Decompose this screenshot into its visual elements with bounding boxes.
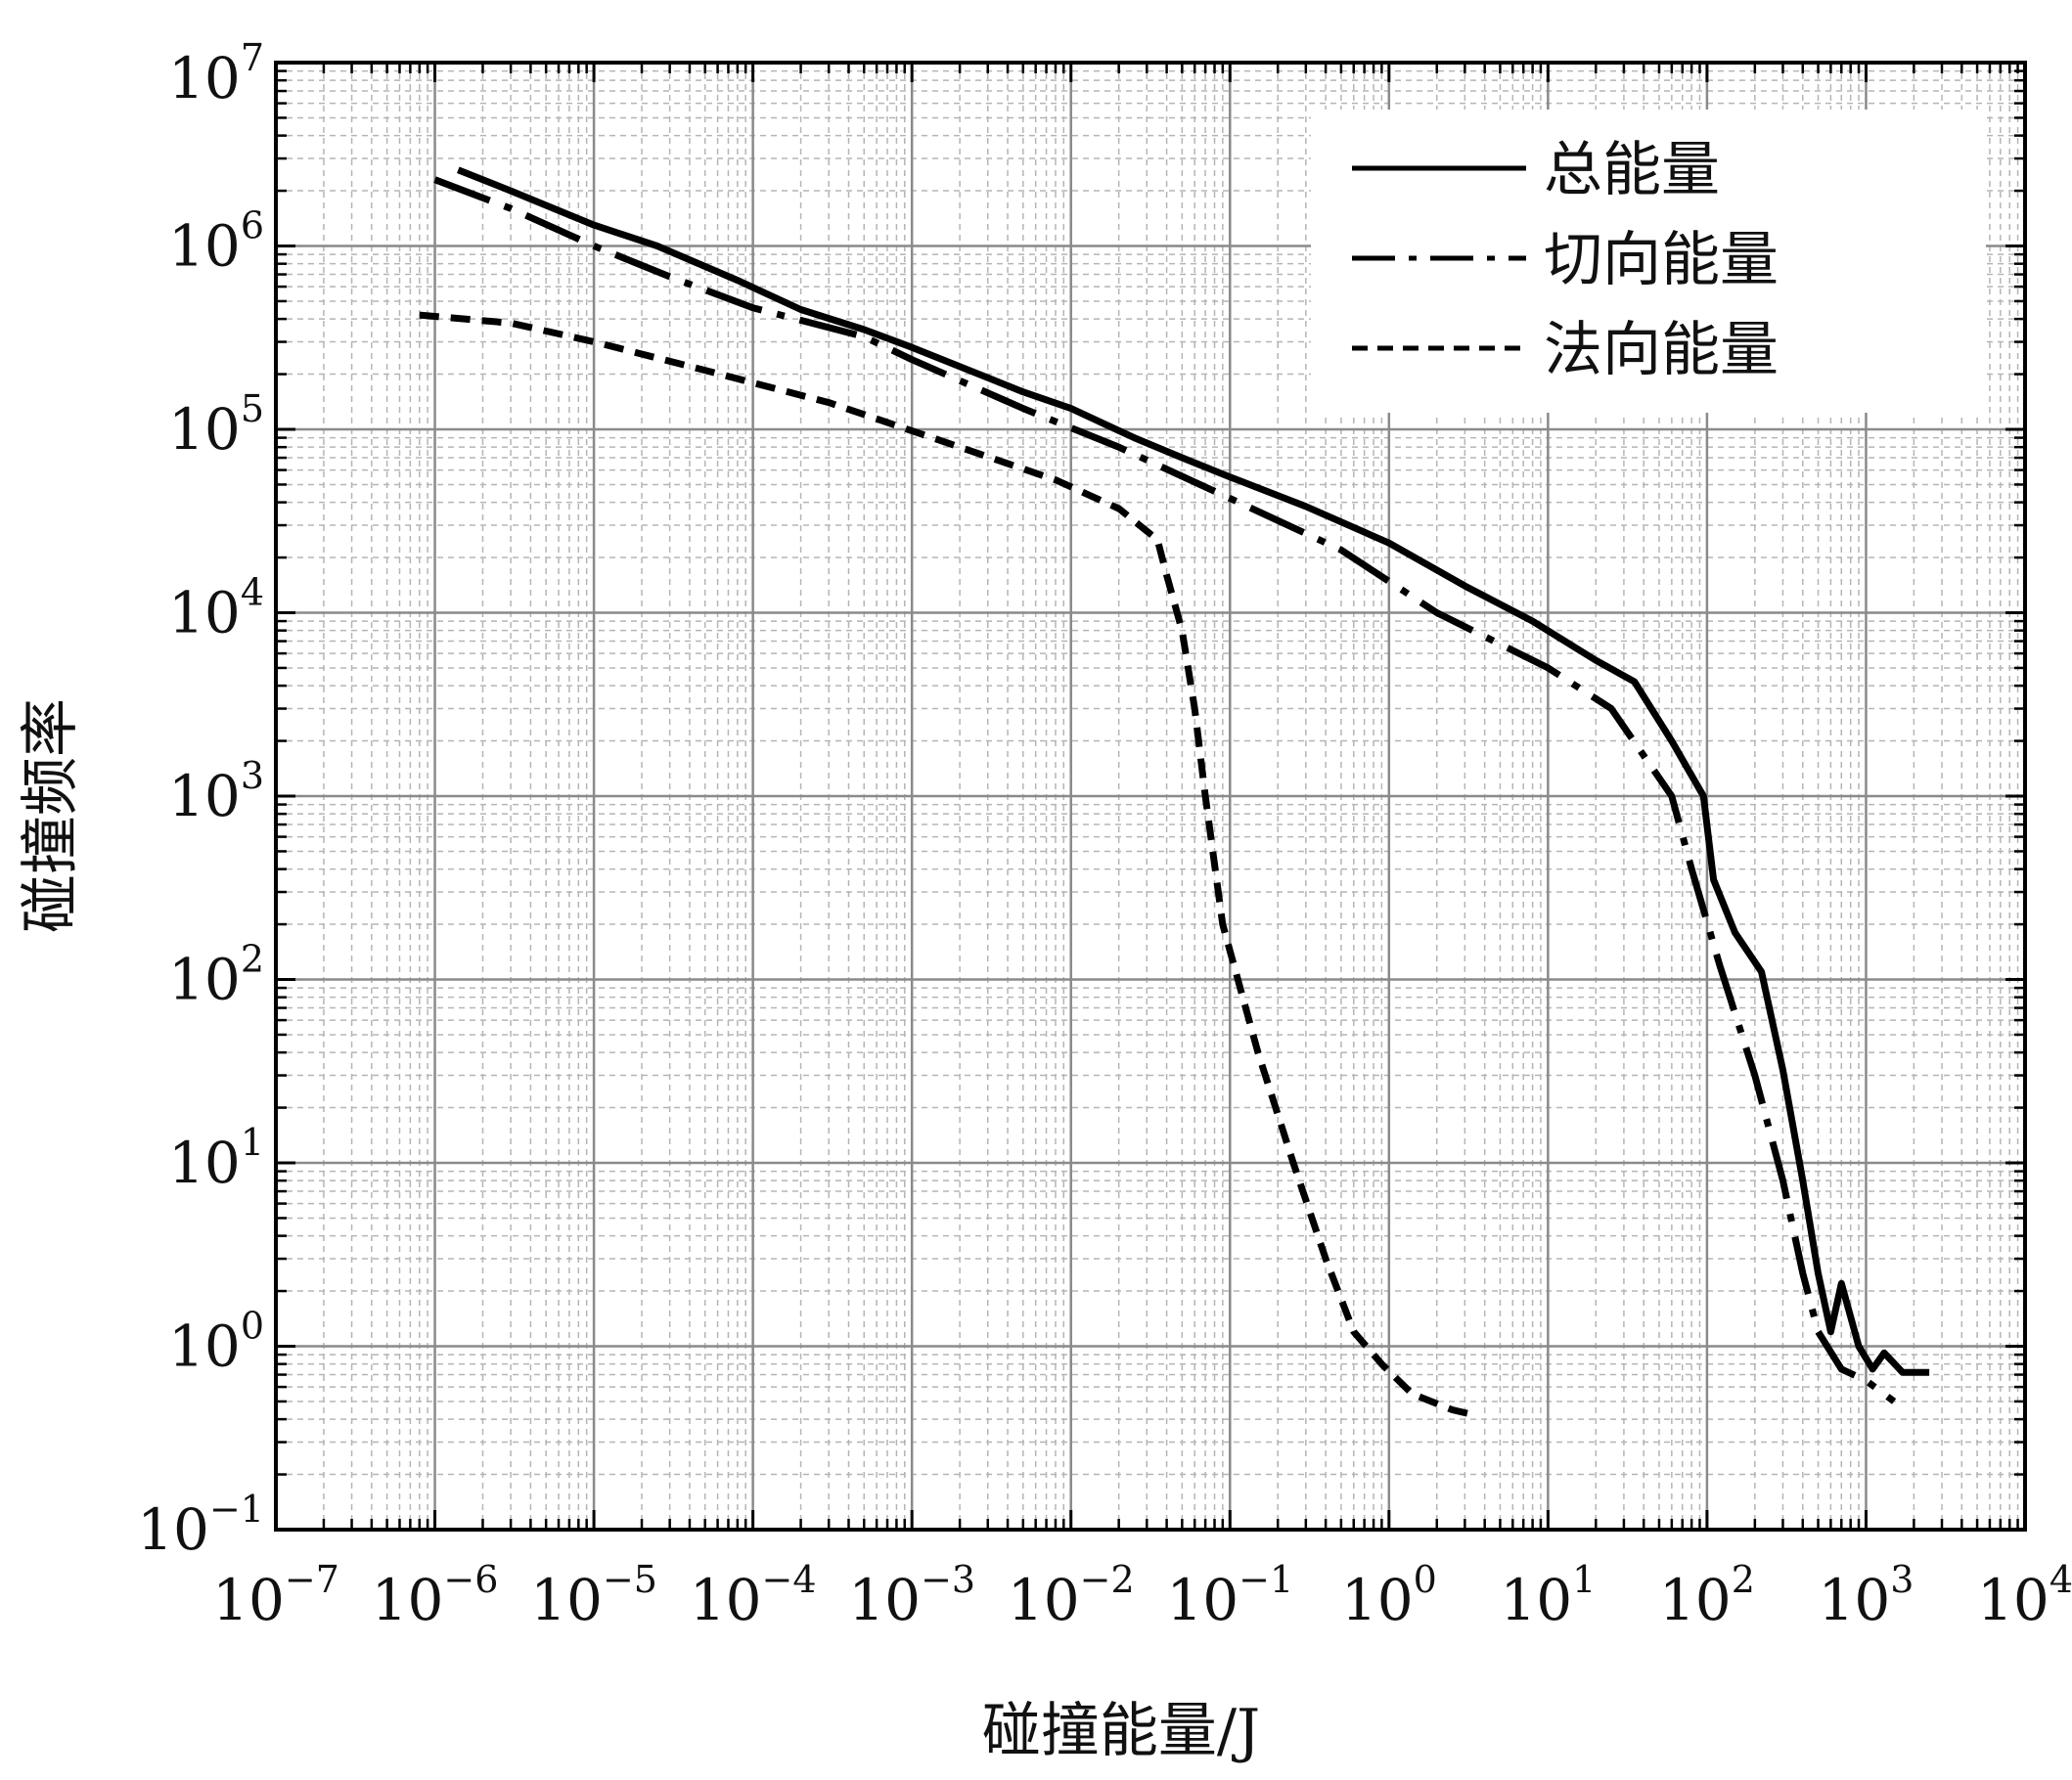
- x-tick-label: 10−4: [690, 1558, 817, 1633]
- plot-frame: [274, 61, 2027, 1532]
- legend-label: 切向能量: [1544, 226, 1779, 294]
- x-tick-label: 10−3: [848, 1558, 975, 1633]
- x-tick-label: 101: [1500, 1558, 1596, 1633]
- series-line-1: [457, 166, 1930, 1376]
- x-tick-label: 103: [1818, 1558, 1914, 1633]
- y-tick-label: 100: [168, 1305, 264, 1380]
- y-tick-label: 102: [168, 938, 264, 1013]
- y-tick-labels: 10−1 100 101 102 103 104 105 106 107: [137, 36, 264, 1563]
- x-tick-label: 10−7: [212, 1558, 339, 1633]
- legend-label: 法向能量: [1544, 316, 1779, 384]
- x-tick-label: 102: [1659, 1558, 1755, 1633]
- y-tick-label: 10−1: [137, 1488, 264, 1563]
- series-line-3: [419, 311, 1477, 1419]
- x-tick-label: 10−6: [372, 1558, 499, 1633]
- y-tick-label: 103: [168, 754, 264, 829]
- x-tick-label: 10−5: [530, 1558, 657, 1633]
- x-tick-label: 10−1: [1166, 1558, 1293, 1633]
- y-tick-label: 106: [168, 204, 264, 280]
- x-axis-label: 碰撞能量/J: [982, 1697, 1260, 1765]
- y-tick-label: 104: [168, 571, 264, 646]
- series-line-2: [433, 176, 1897, 1404]
- legend-label: 总能量: [1544, 136, 1720, 204]
- legend-box: [1311, 110, 1986, 413]
- x-tick-label: 100: [1341, 1558, 1437, 1633]
- y-tick-label: 101: [168, 1121, 264, 1196]
- y-tick-label: 107: [168, 36, 264, 111]
- x-tick-labels: 10−7 10−6 10−5 10−4 10−3 10−2 10−1 100 101 102 103…: [212, 1558, 2072, 1633]
- y-tick-label: 105: [168, 387, 264, 463]
- series-layer: [419, 166, 1930, 1419]
- y-axis-label: 碰撞频率: [17, 698, 85, 933]
- x-tick-label: 10−2: [1008, 1558, 1135, 1633]
- x-tick-label: 104: [1977, 1558, 2072, 1633]
